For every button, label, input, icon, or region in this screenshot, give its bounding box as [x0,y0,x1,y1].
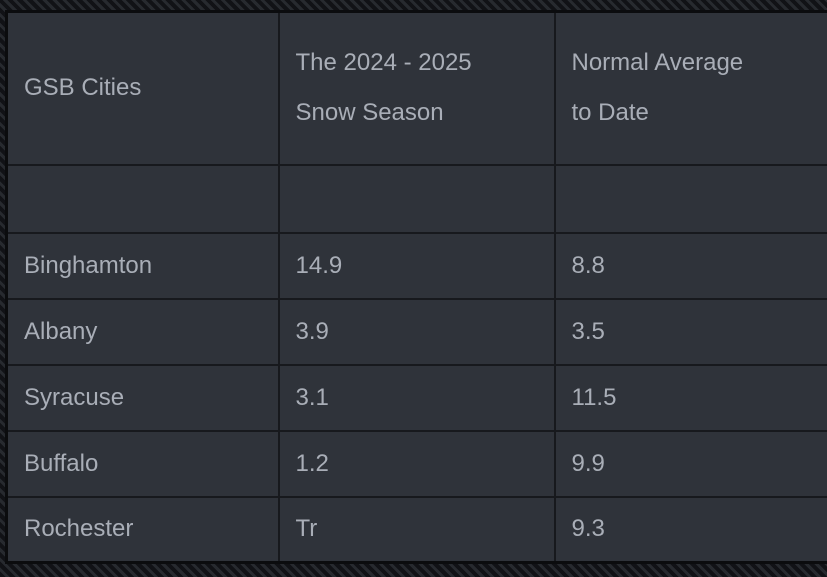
table-row: Syracuse 3.1 11.5 [5,363,827,432]
table-row: Binghamton 14.9 8.8 [5,231,827,300]
normal-average-cell: 8.8 [553,231,827,300]
table-row: Rochester Tr 9.3 [5,495,827,564]
city-cell: Buffalo [5,429,280,498]
empty-spacer-row [5,163,827,234]
column-header-cities-label: GSB Cities [24,74,142,102]
season-value-cell: 3.9 [277,297,556,366]
season-value-cell: 3.1 [277,363,556,432]
empty-cell [277,163,556,234]
city-cell: Rochester [5,495,280,564]
table-row: Albany 3.9 3.5 [5,297,827,366]
column-header-snow-season-line1: The 2024 - 2025 [295,49,472,77]
season-value-cell: Tr [277,495,556,564]
normal-average-cell: 11.5 [553,363,827,432]
normal-average-cell: 9.9 [553,429,827,498]
city-cell: Syracuse [5,363,280,432]
empty-cell [5,163,280,234]
column-header-normal-average-line1: Normal Average [571,49,744,77]
season-value-cell: 1.2 [277,429,556,498]
column-header-cities: GSB Cities [5,10,280,166]
column-header-snow-season-line2: Snow Season [295,99,444,127]
season-value-cell: 14.9 [277,231,556,300]
column-header-normal-average: Normal Average to Date [553,10,827,166]
column-header-normal-average-line2: to Date [571,99,649,127]
table-header-row: GSB Cities The 2024 - 2025 Snow Season N… [5,10,827,166]
column-header-snow-season: The 2024 - 2025 Snow Season [277,10,556,166]
empty-cell [553,163,827,234]
city-cell: Albany [5,297,280,366]
table-row: Buffalo 1.2 9.9 [5,429,827,498]
snow-season-table: GSB Cities The 2024 - 2025 Snow Season N… [5,10,827,564]
normal-average-cell: 9.3 [553,495,827,564]
normal-average-cell: 3.5 [553,297,827,366]
city-cell: Binghamton [5,231,280,300]
